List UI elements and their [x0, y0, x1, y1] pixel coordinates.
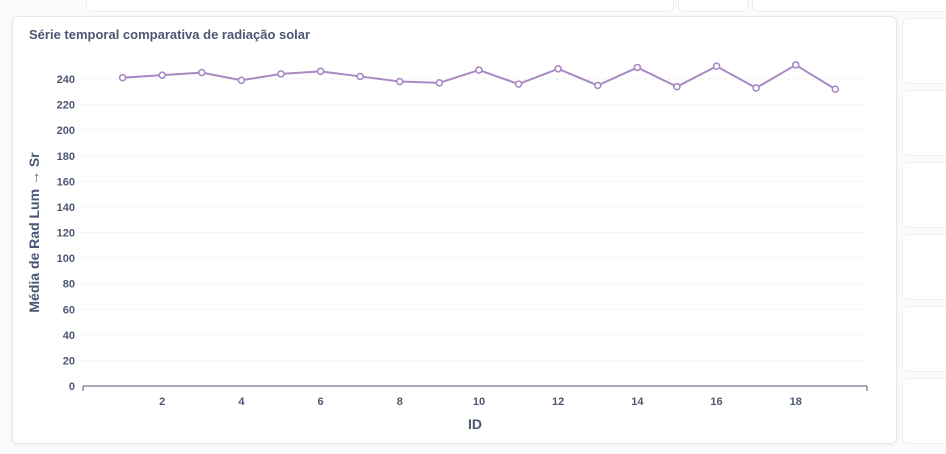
y-tick-label: 20 — [63, 355, 75, 367]
x-tick-label: 2 — [159, 396, 165, 408]
x-tick-label: 16 — [710, 396, 722, 408]
card-title[interactable]: Série temporal comparativa de radiação s… — [29, 27, 311, 42]
y-tick-label: 80 — [63, 279, 75, 291]
y-tick-label: 160 — [57, 176, 75, 188]
y-tick-label: 40 — [63, 330, 75, 342]
data-point[interactable] — [791, 61, 800, 69]
data-point[interactable] — [356, 72, 364, 81]
data-point[interactable] — [475, 66, 483, 74]
x-tick-label: 4 — [238, 396, 245, 408]
background-panel — [902, 162, 946, 228]
data-point[interactable] — [237, 76, 246, 85]
y-tick-label: 100 — [57, 253, 75, 265]
y-tick-label: 0 — [69, 381, 75, 393]
y-tick-label: 120 — [57, 228, 75, 240]
y-tick-label: 240 — [57, 74, 75, 86]
x-tick-label: 14 — [631, 396, 644, 408]
background-panel — [752, 0, 946, 12]
background-panel — [678, 0, 748, 12]
data-point[interactable] — [118, 73, 127, 82]
y-tick-label: 180 — [57, 151, 75, 163]
line-chart: 0 20 40 60 80 100 120 140 160 180 200 220 240 2 4 6 8 10 1… — [26, 61, 868, 432]
data-point[interactable] — [316, 67, 325, 76]
data-point[interactable] — [395, 77, 404, 86]
background-panel — [902, 378, 946, 444]
data-point[interactable] — [673, 82, 681, 91]
background-panel — [902, 306, 946, 372]
x-tick-label: 18 — [790, 396, 802, 408]
chart-card: Série temporal comparativa de radiação s… — [12, 16, 897, 444]
y-tick-label: 140 — [57, 202, 75, 214]
data-point[interactable] — [197, 68, 206, 77]
background-panel — [902, 18, 946, 84]
background-panel — [902, 90, 946, 156]
y-tick-label: 60 — [63, 304, 75, 316]
x-tick-label: 6 — [318, 396, 324, 408]
y-tick-label: 200 — [57, 125, 75, 137]
data-point[interactable] — [277, 70, 285, 78]
x-axis-label[interactable]: ID — [468, 416, 482, 432]
data-point[interactable] — [831, 85, 840, 94]
data-point[interactable] — [752, 84, 760, 92]
data-point[interactable] — [514, 80, 523, 88]
x-tick-label: 12 — [552, 396, 564, 408]
x-tick-label: 8 — [397, 396, 403, 408]
data-point[interactable] — [435, 79, 444, 87]
background-panel — [86, 0, 674, 12]
data-point[interactable] — [633, 63, 642, 72]
data-point[interactable] — [712, 62, 721, 71]
data-point[interactable] — [593, 81, 602, 90]
x-tick-label: 10 — [473, 396, 485, 408]
y-tick-label: 220 — [57, 100, 75, 112]
data-point[interactable] — [554, 64, 562, 73]
data-point[interactable] — [158, 71, 166, 79]
y-axis-label[interactable]: Média de Rad Lum → Sr — [26, 152, 42, 313]
background-panel — [902, 234, 946, 300]
